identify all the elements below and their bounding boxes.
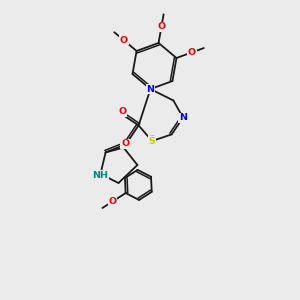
- Text: O: O: [121, 140, 129, 148]
- Text: S: S: [149, 136, 155, 146]
- Text: N: N: [146, 85, 154, 94]
- Text: O: O: [118, 107, 127, 116]
- Text: O: O: [118, 107, 127, 116]
- Text: O: O: [120, 36, 128, 45]
- Text: O: O: [158, 22, 166, 31]
- Text: O: O: [109, 197, 117, 206]
- Text: N: N: [179, 113, 187, 122]
- Text: NH: NH: [92, 171, 109, 180]
- Text: NH: NH: [91, 172, 107, 181]
- Text: N: N: [146, 85, 154, 94]
- Text: N: N: [179, 113, 187, 122]
- Text: S: S: [149, 135, 155, 144]
- Text: O: O: [121, 140, 129, 148]
- Text: O: O: [120, 36, 128, 45]
- Text: O: O: [188, 48, 196, 57]
- Text: O: O: [188, 48, 196, 57]
- Text: O: O: [109, 197, 117, 206]
- Text: O: O: [158, 22, 166, 31]
